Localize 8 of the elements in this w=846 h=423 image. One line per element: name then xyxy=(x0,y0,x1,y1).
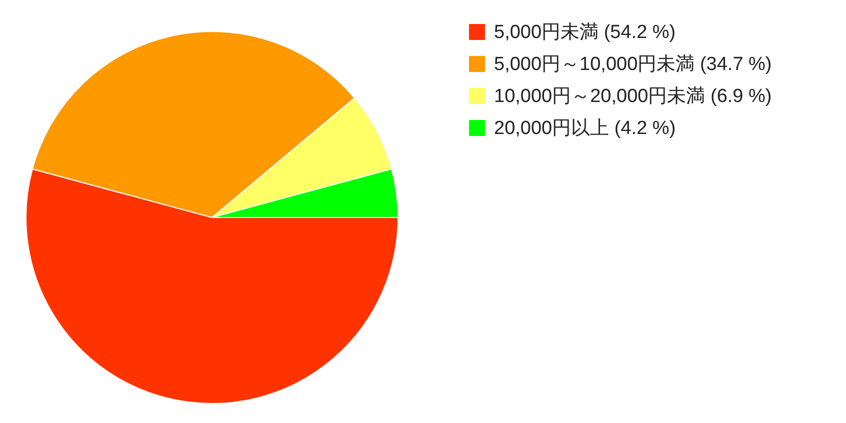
data-label: (54.2 %) xyxy=(598,22,676,42)
legend-label: 5,000円未満 xyxy=(494,22,599,42)
data-label: (6.9 %) xyxy=(705,86,772,106)
legend-label: 20,000円以上 xyxy=(494,118,610,138)
data-label: (4.2 %) xyxy=(609,118,676,138)
legend-label: 10,000円～20,000円未満 xyxy=(494,86,706,106)
data-label: (34.7 %) xyxy=(694,54,772,74)
legend-label: 5,000円～10,000円未満 xyxy=(494,54,695,74)
